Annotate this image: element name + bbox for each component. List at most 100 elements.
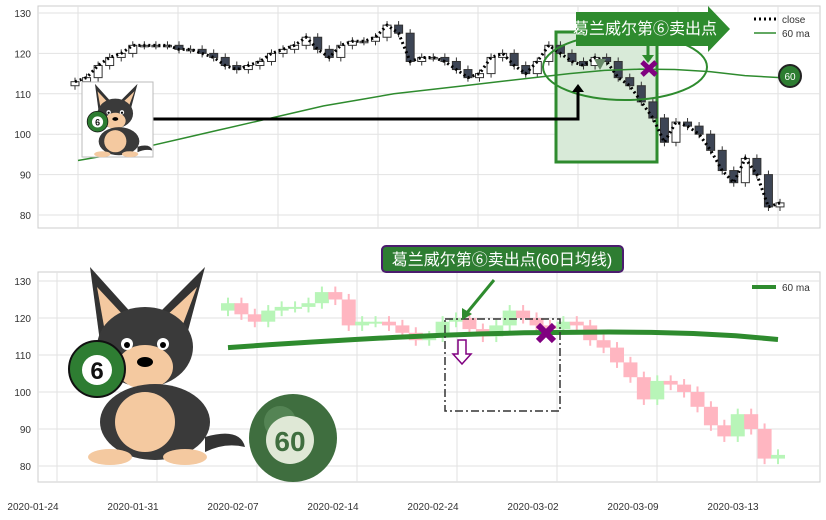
candle: [775, 198, 785, 211]
candle: [648, 97, 658, 123]
candle: [663, 375, 678, 391]
candle: [255, 57, 265, 70]
candle: [623, 356, 638, 383]
candle: [355, 316, 370, 331]
y-tick-label: 90: [20, 425, 32, 436]
triangle-marker: [594, 59, 606, 70]
candle: [341, 293, 356, 331]
ma60-line-bold: [227, 329, 779, 351]
bottom-y-ticks: 80 90 100 110 120 130: [14, 277, 31, 473]
x-tick-label: 2020-03-02: [507, 502, 559, 513]
candle: [763, 170, 773, 211]
candle: [359, 37, 369, 46]
candle: [288, 301, 303, 313]
y-tick-label: 80: [20, 211, 32, 222]
candle: [368, 316, 383, 328]
y-tick-label: 80: [20, 462, 32, 473]
bottom-legend: 60 ma: [752, 283, 810, 294]
candle: [690, 386, 705, 413]
candle: [128, 41, 138, 58]
candle: [610, 342, 625, 368]
candle: [650, 375, 665, 405]
ball-60: 60: [249, 394, 337, 482]
callout-text: 葛兰威尔第⑥卖出点(60日均线): [392, 251, 612, 269]
ma60-line: [77, 68, 781, 162]
candle: [486, 53, 496, 78]
candle: [757, 423, 772, 465]
x-tick-label: 2020-02-14: [307, 502, 359, 513]
candle: [677, 379, 692, 398]
candle: [105, 53, 115, 70]
sell-x-marker: [640, 60, 658, 77]
y-tick-label: 120: [14, 314, 31, 325]
top-panel: 80 90 100 110 120 130 葛兰威尔第⑥卖出点 60 close 60 m…: [14, 5, 821, 229]
candle: [569, 316, 584, 331]
candle: [247, 308, 262, 328]
dashdot-rect: [444, 318, 561, 412]
x-tick-label: 2020-03-09: [607, 502, 659, 513]
y-tick-label: 100: [14, 388, 31, 399]
candle: [671, 118, 681, 147]
y-tick-label: 130: [14, 9, 31, 20]
down-arrowhead-icon: [642, 55, 654, 63]
badge-text: 60: [784, 72, 796, 83]
candle: [489, 319, 504, 343]
candle: [301, 297, 316, 313]
candle: [744, 408, 759, 435]
candle: [462, 312, 477, 335]
candle: [706, 130, 716, 155]
y-tick-label: 110: [15, 90, 31, 101]
candle: [328, 286, 343, 306]
candle: [314, 286, 329, 309]
candle: [234, 297, 249, 320]
candle: [475, 69, 485, 82]
candle: [529, 312, 544, 331]
badge-60: [778, 64, 802, 88]
x-tick-label: 2020-02-07: [207, 502, 259, 513]
x-tick-label: 2020-02-24: [407, 502, 459, 513]
top-legend: close 60 ma: [754, 15, 810, 40]
candle: [596, 334, 611, 354]
arrowhead-icon: [572, 84, 584, 92]
hollow-down-arrow-icon: [451, 339, 473, 366]
candle: [381, 316, 396, 331]
sell-x-marker-bottom: [535, 322, 557, 344]
y-tick-label: 120: [14, 49, 31, 60]
candle: [730, 408, 745, 442]
candle: [703, 401, 718, 431]
pointer-arrow: [153, 90, 580, 121]
dog-thumbnail: [81, 81, 154, 158]
candle: [449, 312, 464, 328]
top-y-ticks: 80 90 100 110 120 130: [14, 9, 31, 222]
x-tick-label: 2020-01-24: [7, 502, 59, 513]
candle: [221, 297, 235, 317]
annotation-banner: [576, 6, 730, 52]
legend-close: close: [782, 15, 806, 26]
y-tick-label: 110: [15, 351, 31, 362]
candle: [232, 61, 242, 74]
callout-arrow: [464, 279, 496, 315]
y-tick-label: 130: [14, 277, 31, 288]
x-ticks: 2020-01-24 2020-01-31 2020-02-07 2020-02-14…: [7, 502, 759, 513]
annotation-text: 葛兰威尔第⑥卖出点: [573, 20, 717, 38]
x-tick-label: 2020-01-31: [107, 502, 159, 513]
candle: [625, 73, 635, 90]
legend-ma: 60 ma: [782, 29, 810, 40]
candle: [516, 305, 531, 324]
candle: [417, 53, 427, 66]
legend-ma-bottom: 60 ma: [782, 283, 810, 294]
callout-arrowhead-icon: [462, 308, 472, 320]
candle: [771, 449, 785, 465]
svg-text:60: 60: [274, 426, 305, 457]
candle: [636, 371, 651, 405]
y-tick-label: 100: [14, 130, 31, 141]
candle: [274, 301, 289, 317]
x-tick-label: 2020-03-13: [707, 502, 759, 513]
candle: [261, 305, 276, 328]
candle: [636, 81, 646, 106]
candle: [502, 305, 517, 331]
y-tick-label: 90: [20, 171, 32, 182]
